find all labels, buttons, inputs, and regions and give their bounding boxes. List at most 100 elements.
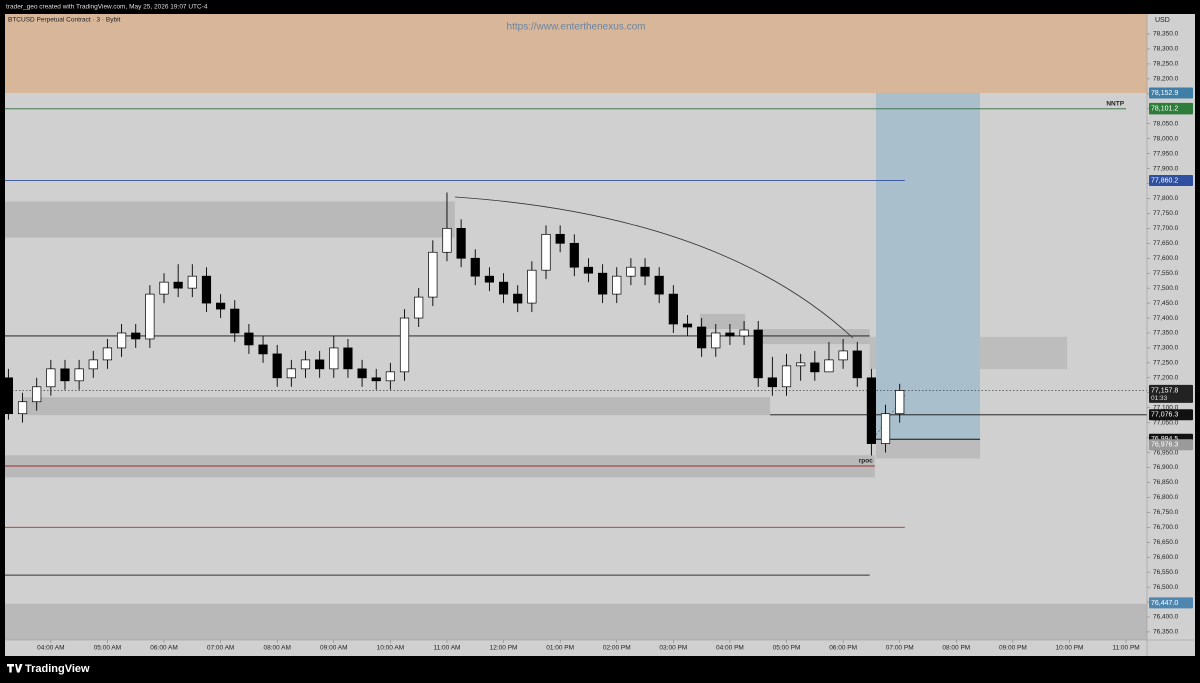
price-tag: [1149, 87, 1193, 99]
x-tick-label: 04:00 AM: [37, 645, 64, 652]
y-tick-label: 78,350.0: [1153, 31, 1179, 38]
candle-body: [527, 269, 537, 304]
y-tick-label: 76,500.0: [1153, 584, 1179, 591]
y-tick-label: 76,700.0: [1153, 524, 1179, 531]
x-tick-label: 10:00 AM: [377, 645, 404, 652]
candle-body: [32, 386, 42, 403]
candle-body: [315, 359, 325, 370]
y-tick-label: 77,550.0: [1153, 270, 1179, 277]
level-note: rpoc: [859, 458, 873, 465]
price-tag: [1149, 384, 1193, 403]
x-tick-label: 01:00 PM: [546, 645, 574, 652]
candle-body: [230, 308, 240, 334]
candle-body: [583, 266, 594, 274]
y-tick-label: 77,700.0: [1153, 225, 1179, 232]
candle-body: [498, 281, 509, 295]
candle-body: [725, 332, 735, 337]
x-tick-label: 07:00 PM: [886, 645, 914, 652]
y-tick-label: 76,850.0: [1153, 479, 1179, 486]
y-tick-label: 76,900.0: [1153, 464, 1179, 471]
y-tick-label: 76,550.0: [1153, 569, 1179, 576]
countdown: 01:33: [1151, 395, 1168, 402]
zone: [875, 92, 981, 440]
x-tick-label: 07:00 AM: [207, 645, 234, 652]
candle-body: [442, 227, 452, 253]
candle-body: [456, 227, 466, 259]
zone: [5, 201, 455, 238]
x-tick-label: 03:00 PM: [659, 645, 687, 652]
candle-body: [484, 275, 495, 283]
y-tick-label: 77,300.0: [1153, 345, 1179, 352]
y-tick-label: 78,200.0: [1153, 76, 1179, 83]
tags: 78,099.877,860.277,157.801:3377,076.376,…: [1149, 87, 1193, 609]
logo: TradingView: [6, 663, 90, 675]
candle-body: [626, 266, 636, 277]
candle-body: [711, 332, 721, 349]
x-tick-label: 11:00 AM: [433, 645, 460, 652]
candle-body: [46, 368, 56, 388]
y-tick-label: 77,400.0: [1153, 315, 1179, 322]
x-tick-label: 05:00 AM: [94, 645, 121, 652]
x-tick-label: 08:00 AM: [263, 645, 290, 652]
y-tick-label: 78,250.0: [1153, 61, 1179, 68]
candle-body: [796, 362, 806, 367]
price-tag-label: 77,076.3: [1151, 412, 1178, 419]
candle-body: [682, 323, 693, 328]
candle-body: [343, 347, 353, 370]
candle-body: [371, 377, 381, 382]
candle-body: [767, 377, 777, 388]
y-tick-label: 77,750.0: [1153, 210, 1179, 217]
candle-body: [640, 266, 650, 277]
y-tick-label: 77,250.0: [1153, 360, 1179, 367]
brand: TradingView: [25, 663, 90, 675]
price-tag-label: 78,101.2: [1151, 105, 1178, 112]
candle-body: [216, 302, 226, 310]
y-tick-label: 76,950.0: [1153, 449, 1179, 456]
x-tick-label: 06:00 AM: [150, 645, 177, 652]
price-tag: [1149, 409, 1193, 421]
candle-body: [697, 326, 707, 349]
candle-body: [739, 329, 749, 337]
candle-body: [654, 275, 664, 295]
y-tick-label: 76,350.0: [1153, 629, 1179, 636]
x-tick-label: 10:00 PM: [1056, 645, 1084, 652]
candle-body: [131, 332, 141, 340]
candle-body: [555, 233, 565, 244]
x-tick-label: 06:00 PM: [829, 645, 857, 652]
candle-body: [895, 390, 905, 415]
candle-body: [329, 347, 339, 370]
x-tick-label: 09:00 PM: [999, 645, 1027, 652]
y-tick-label: 77,350.0: [1153, 330, 1179, 337]
y-tick-label: 77,100.0: [1153, 404, 1179, 411]
price-tag: [1149, 174, 1193, 186]
zones: [5, 14, 1147, 640]
candle-body: [17, 401, 28, 415]
chart-background: [5, 14, 1195, 656]
logo-mark: [6, 664, 23, 673]
attribution: trader_geo created with TradingView.com,…: [6, 4, 208, 11]
x-tick-label: 08:00 PM: [942, 645, 970, 652]
price-tag: [1149, 102, 1193, 114]
candle-body: [385, 371, 395, 382]
price-tag-label: 77,860.2: [1151, 177, 1178, 184]
candle-body: [824, 359, 834, 373]
watermark: https://www.enterthenexus.com: [507, 22, 646, 33]
x-tick-label: 02:00 PM: [603, 645, 631, 652]
x-tick-label: 05:00 PM: [773, 645, 801, 652]
candle-body: [145, 293, 155, 340]
candle-body: [428, 251, 438, 298]
y-tick-label: 77,900.0: [1153, 165, 1179, 172]
candle-body: [88, 359, 98, 370]
y-tick-label: 77,950.0: [1153, 150, 1179, 157]
arc-drawing: [454, 196, 854, 339]
level-note: NNTP: [1106, 101, 1124, 108]
candle-body: [668, 293, 678, 325]
zone: [21, 397, 771, 416]
y-tick-label: 78,050.0: [1153, 120, 1179, 127]
price-tag-label: 77,157.8: [1151, 387, 1178, 394]
candles: [3, 192, 905, 456]
y-tick-label: 77,450.0: [1153, 300, 1179, 307]
zone: [5, 14, 1147, 93]
y-tick-label: 77,650.0: [1153, 240, 1179, 247]
candle-body: [866, 377, 876, 444]
